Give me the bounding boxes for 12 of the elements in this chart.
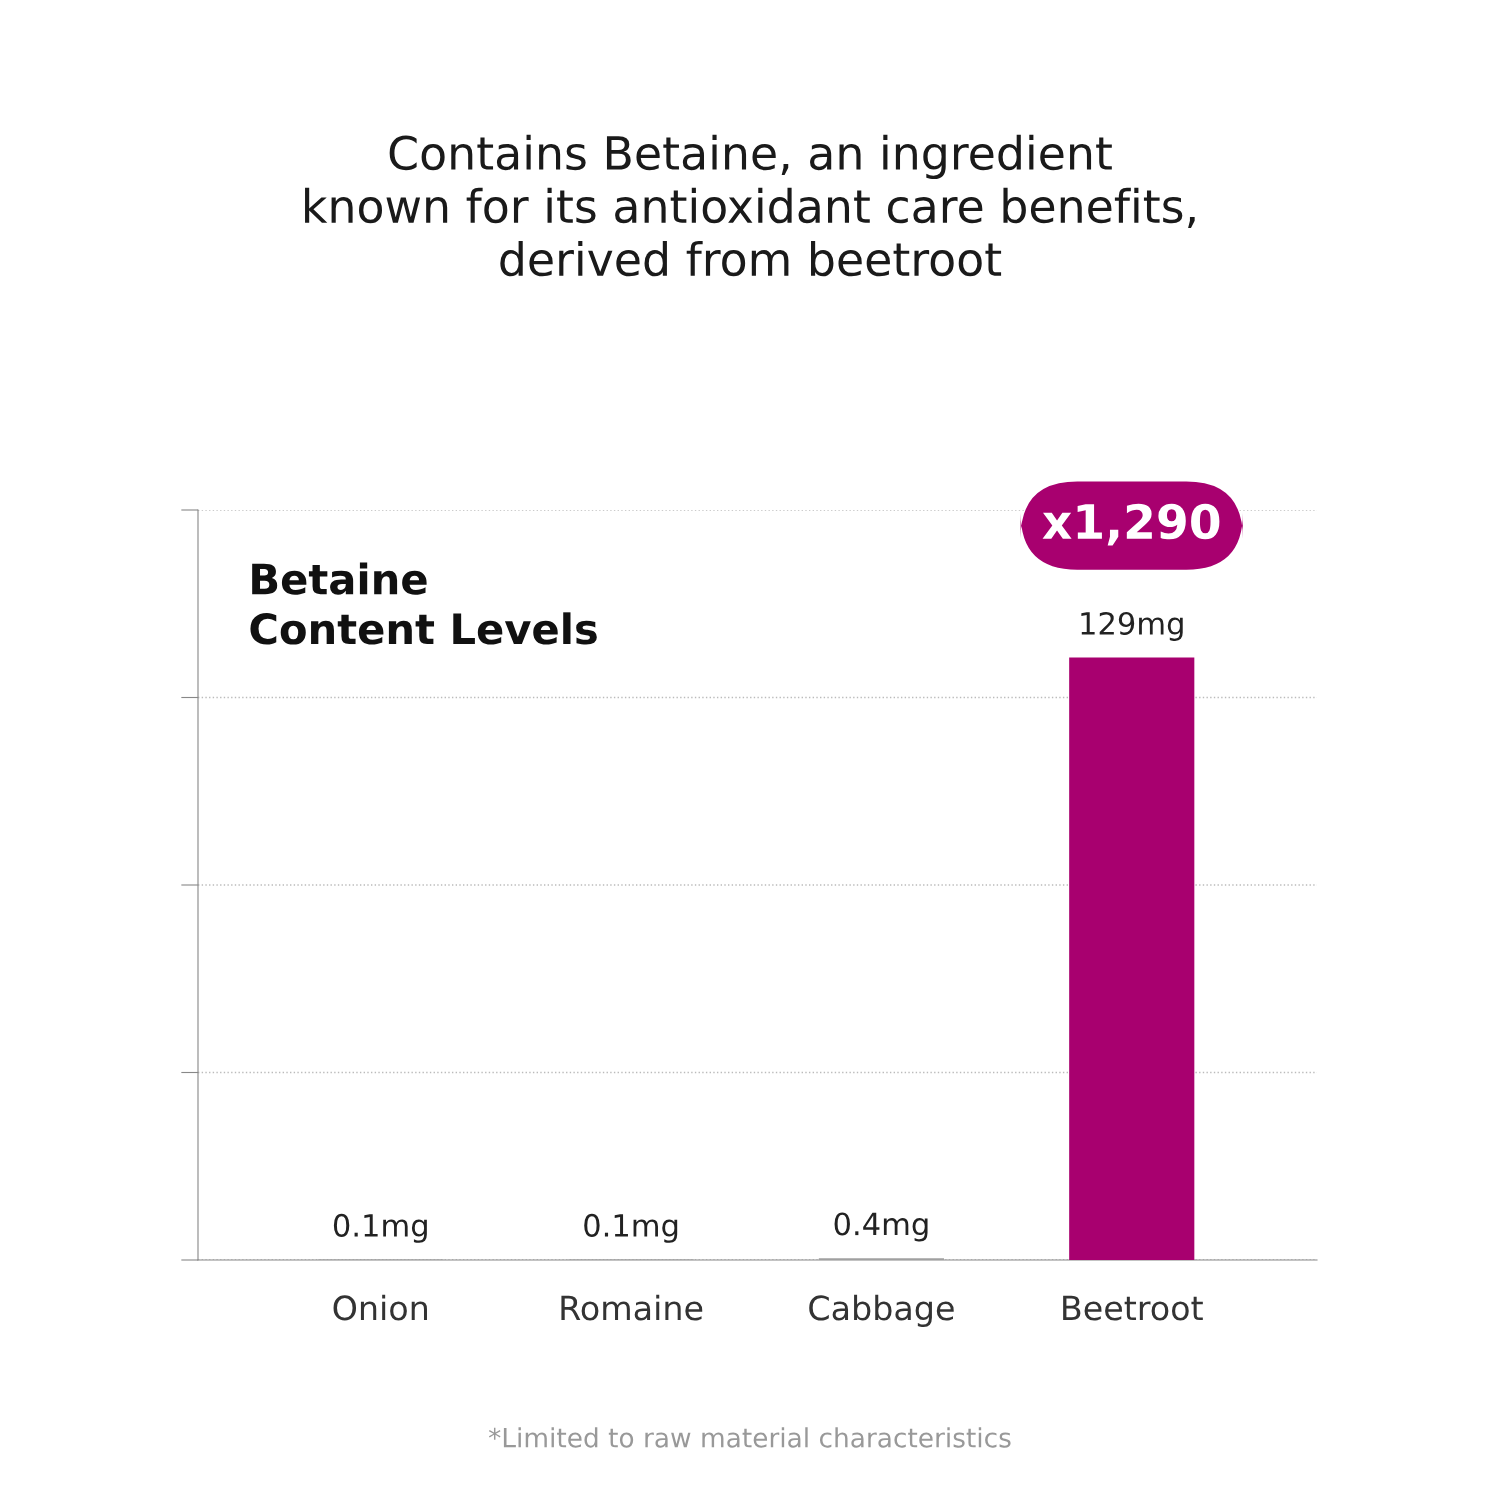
chart-subtitle: Betaine Content Levels <box>250 562 597 645</box>
x-tick-label: Onion <box>333 1294 427 1321</box>
chart-title: Contains Betaine, an ingredient known for its antioxidant care benefits, derived from beetroot <box>305 134 1195 277</box>
data-label: 0.4mg <box>834 1212 928 1242</box>
data-label: 0.1mg <box>333 1213 427 1243</box>
data-label: 0.1mg <box>584 1213 678 1243</box>
text: *Limited to raw material characteristics <box>488 1427 1011 1448</box>
x-tick-label: Cabbage <box>809 1294 954 1327</box>
x-tick-label: Romaine <box>561 1294 703 1321</box>
x-tick-label: Beetroot <box>1063 1295 1203 1321</box>
annotation: x1,290 <box>1042 503 1220 546</box>
data-label: 129mg <box>1081 611 1183 641</box>
